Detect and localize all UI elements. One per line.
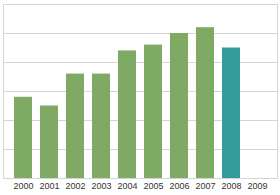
svg-text:2005: 2005 — [143, 181, 163, 191]
svg-text:2007: 2007 — [195, 181, 215, 191]
svg-text:2000: 2000 — [13, 181, 33, 191]
svg-text:2001: 2001 — [39, 181, 59, 191]
svg-text:2008: 2008 — [221, 181, 241, 191]
svg-text:2006: 2006 — [169, 181, 189, 191]
svg-text:2009: 2009 — [247, 181, 267, 191]
svg-text:2003: 2003 — [91, 181, 111, 191]
svg-text:2002: 2002 — [65, 181, 85, 191]
svg-text:2004: 2004 — [117, 181, 137, 191]
